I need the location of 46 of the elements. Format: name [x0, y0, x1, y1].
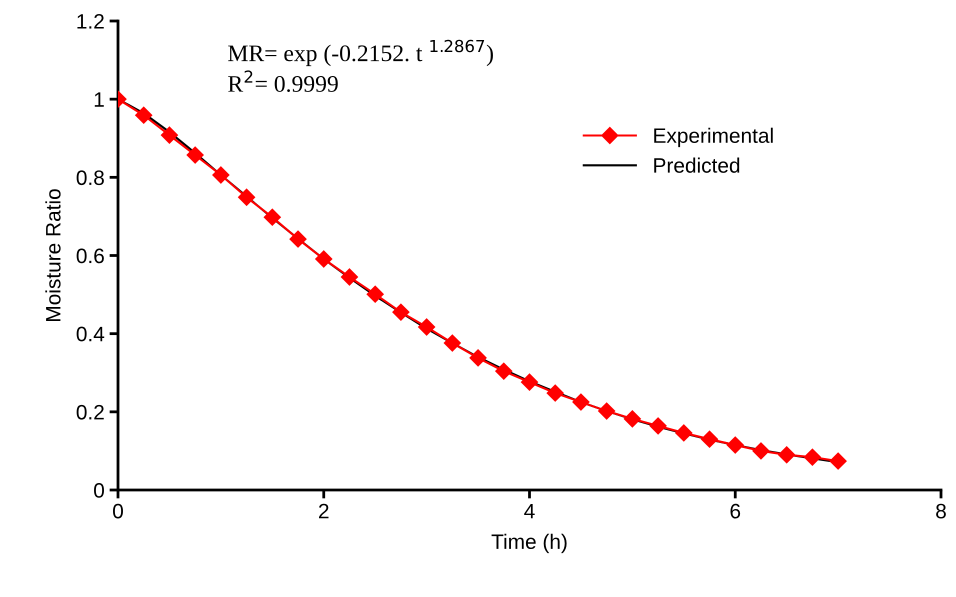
annotation: MR= exp (-0.2152. t $^{1.2867}$)	[228, 40, 493, 66]
point	[572, 394, 590, 411]
point	[366, 286, 384, 303]
x-tick-label: 2	[319, 504, 328, 518]
point	[212, 166, 230, 184]
legend-label: Predicted	[654, 158, 740, 173]
x-tick-label: 4	[524, 504, 535, 518]
point	[470, 349, 487, 366]
y-tick-label: 0.6	[76, 248, 104, 264]
y-axis-title: Moisture Ratio	[45, 189, 61, 321]
point	[238, 188, 256, 206]
point	[778, 446, 796, 464]
annotation: R$^{2}$= 0.9999	[228, 70, 338, 92]
point	[340, 268, 358, 286]
point	[495, 362, 512, 380]
y-tick-label: 0.4	[76, 326, 104, 342]
point	[444, 334, 461, 352]
point	[726, 436, 744, 454]
point	[315, 250, 332, 268]
y-tick-label: 0.2	[76, 404, 104, 420]
point	[752, 442, 770, 460]
point	[186, 146, 204, 164]
x-tick-label: 8	[936, 504, 946, 518]
point	[264, 208, 281, 226]
x-tick-label: 0	[113, 504, 123, 518]
point	[804, 448, 821, 466]
point	[135, 106, 152, 124]
point	[160, 126, 178, 144]
point	[418, 318, 436, 336]
point	[624, 410, 641, 428]
x-axis-title: Time (h)	[492, 534, 567, 554]
y-tick-label: 0.8	[76, 170, 104, 186]
point	[546, 384, 564, 402]
y-tick-label: 1	[94, 92, 104, 107]
point	[675, 424, 692, 442]
legend-label: Experimental	[654, 128, 773, 148]
point	[598, 402, 616, 420]
x-tick-label: 6	[730, 504, 740, 518]
point	[289, 230, 307, 248]
point	[830, 452, 847, 470]
y-tick-label: 1.2	[77, 14, 104, 29]
point	[520, 374, 538, 391]
y-tick-label: 0	[94, 483, 104, 498]
point	[650, 417, 667, 434]
point	[392, 304, 410, 321]
point	[700, 430, 718, 448]
